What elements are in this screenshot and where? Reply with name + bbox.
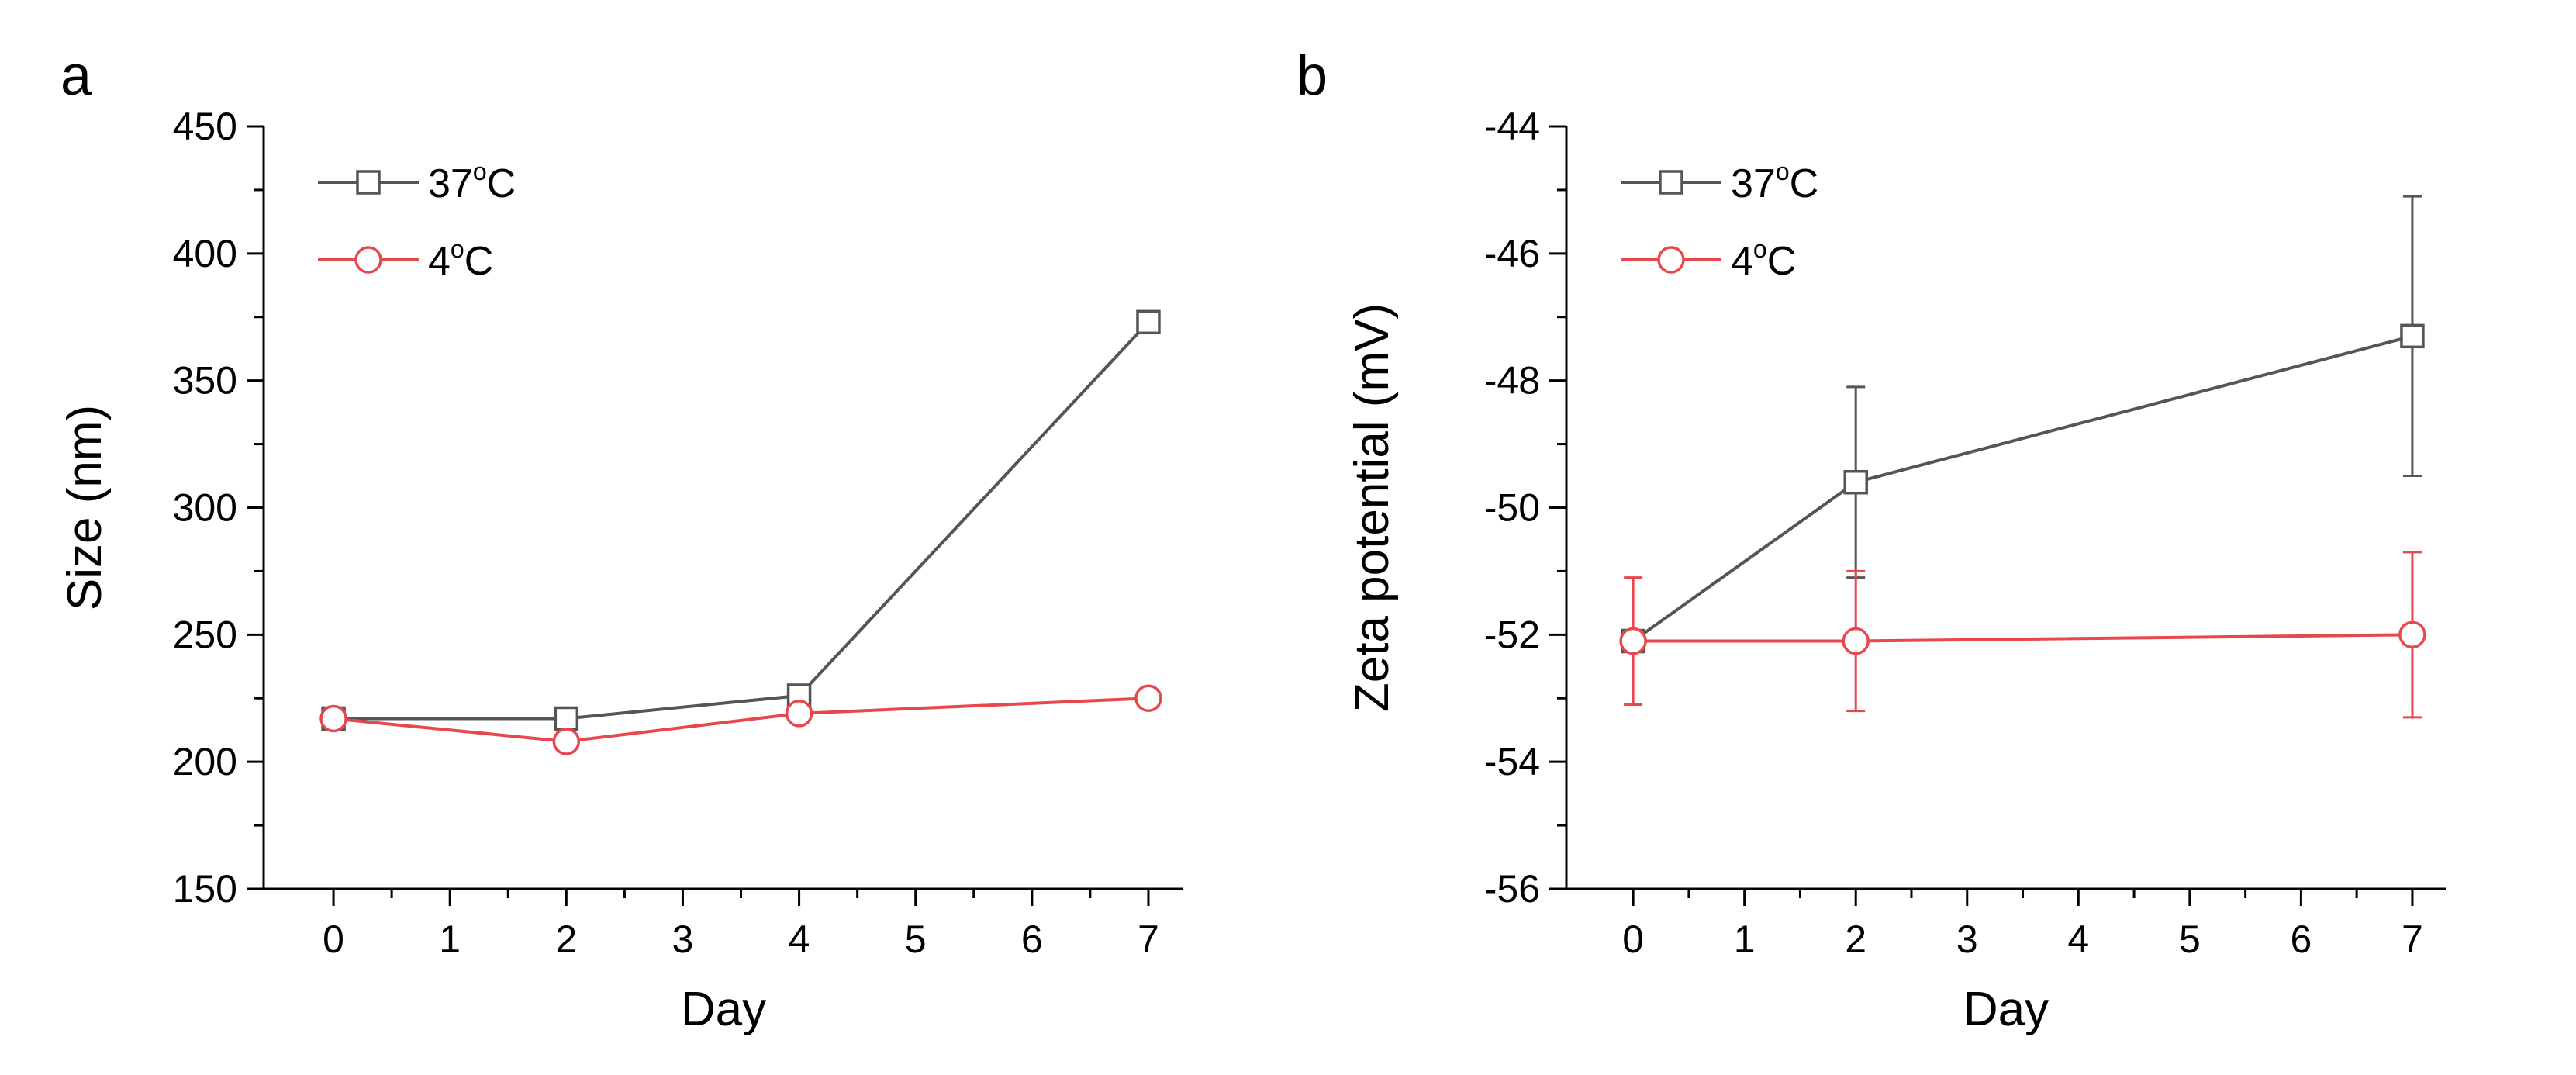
y-tick-label: -50 [1484, 486, 1540, 530]
legend-entry: 4oC [1621, 235, 1796, 284]
legend-marker [1657, 246, 1685, 274]
y-tick-label: 450 [173, 105, 237, 148]
data-point [1619, 627, 1647, 655]
legend-marker [354, 246, 382, 274]
y-tick-label: 400 [173, 232, 237, 275]
legend-label-tail: C [1767, 239, 1797, 284]
data-point [2398, 620, 2426, 649]
legend-entry: 37oC [318, 157, 516, 206]
x-tick-label: 3 [672, 918, 694, 961]
y-tick-label: -44 [1484, 105, 1540, 148]
x-tick-label: 0 [323, 918, 344, 961]
series-line [333, 320, 1150, 721]
legend-label: 37oC [1731, 157, 1818, 206]
panel-a: a 150 200 250 300 350 400 450 0 1 2 3 4 5 6 7 Day Size (n… [58, 45, 1183, 1036]
x-axis-title: Day [1963, 983, 2049, 1036]
panel-letter: b [1297, 45, 1328, 107]
legend-entry: 37oC [1621, 157, 1818, 206]
legend-marker [356, 170, 381, 195]
x-tick-label: 5 [905, 918, 927, 961]
x-tick-label: 0 [1622, 918, 1644, 961]
x-tick-label: 4 [2067, 918, 2089, 961]
data-point [1136, 309, 1161, 335]
legend-label-sup: o [1776, 157, 1790, 185]
x-tick-label: 1 [1734, 918, 1756, 961]
x-axis-title: Day [681, 983, 766, 1036]
panel-letter: a [60, 45, 92, 107]
series-1 [1619, 551, 2426, 719]
legend-label-tail: C [1790, 161, 1819, 206]
x-tick-label: 5 [2179, 918, 2201, 961]
legend-entry: 4oC [318, 235, 493, 284]
legend-label: 4oC [428, 235, 493, 284]
x-tick-label: 7 [1138, 918, 1159, 961]
series-0 [321, 309, 1161, 731]
y-axis-title: Zeta potential (mV) [1345, 303, 1399, 712]
legend-label-tail: C [487, 161, 516, 206]
y-tick-label: 250 [173, 613, 237, 656]
y-tick-label: -52 [1484, 613, 1540, 656]
x-tick-label: 6 [2290, 918, 2312, 961]
x-tick-label: 4 [789, 918, 810, 961]
series-line [1633, 633, 2412, 643]
data-point [319, 704, 347, 733]
legend-label-sup: o [451, 235, 464, 263]
x-tick-label: 6 [1021, 918, 1043, 961]
y-tick-label: -56 [1484, 867, 1540, 911]
y-axis-title: Size (nm) [58, 405, 112, 610]
series-1 [319, 684, 1162, 755]
x-tick-label: 1 [439, 918, 461, 961]
data-point [2400, 323, 2425, 349]
legend-marker [1659, 170, 1683, 195]
data-point [785, 700, 813, 728]
legend-label-main: 4 [428, 239, 451, 284]
data-point [1134, 684, 1162, 712]
legend-label: 37oC [428, 157, 516, 206]
y-tick-label: 150 [173, 867, 237, 911]
y-tick-label: -46 [1484, 232, 1540, 275]
legend-label-main: 4 [1731, 239, 1753, 284]
panel-b: b -56 -54 -52 -50 -48 -46 -44 0 1 2 3 4 5 6 7 Day Zeta po… [1297, 45, 2446, 1036]
x-tick-label: 3 [1956, 918, 1978, 961]
y-tick-label: -48 [1484, 359, 1540, 403]
y-tick-label: -54 [1484, 740, 1540, 783]
x-tick-label: 7 [2402, 918, 2423, 961]
y-tick-label: 350 [173, 359, 237, 403]
legend-label-main: 37 [428, 161, 473, 206]
legend-label-sup: o [473, 157, 487, 185]
series-line [333, 697, 1149, 743]
legend-label: 4oC [1731, 235, 1796, 284]
y-tick-label: 200 [173, 740, 237, 783]
series-line [1632, 334, 2413, 643]
data-point [1842, 627, 1870, 655]
data-point [552, 728, 581, 755]
y-tick-label: 300 [173, 486, 237, 530]
legend-label-main: 37 [1731, 161, 1776, 206]
x-tick-label: 2 [1845, 918, 1866, 961]
x-tick-label: 2 [555, 918, 577, 961]
data-point [1843, 469, 1868, 495]
legend-label-tail: C [464, 239, 494, 284]
legend-label-sup: o [1753, 235, 1767, 263]
data-point [554, 706, 579, 731]
